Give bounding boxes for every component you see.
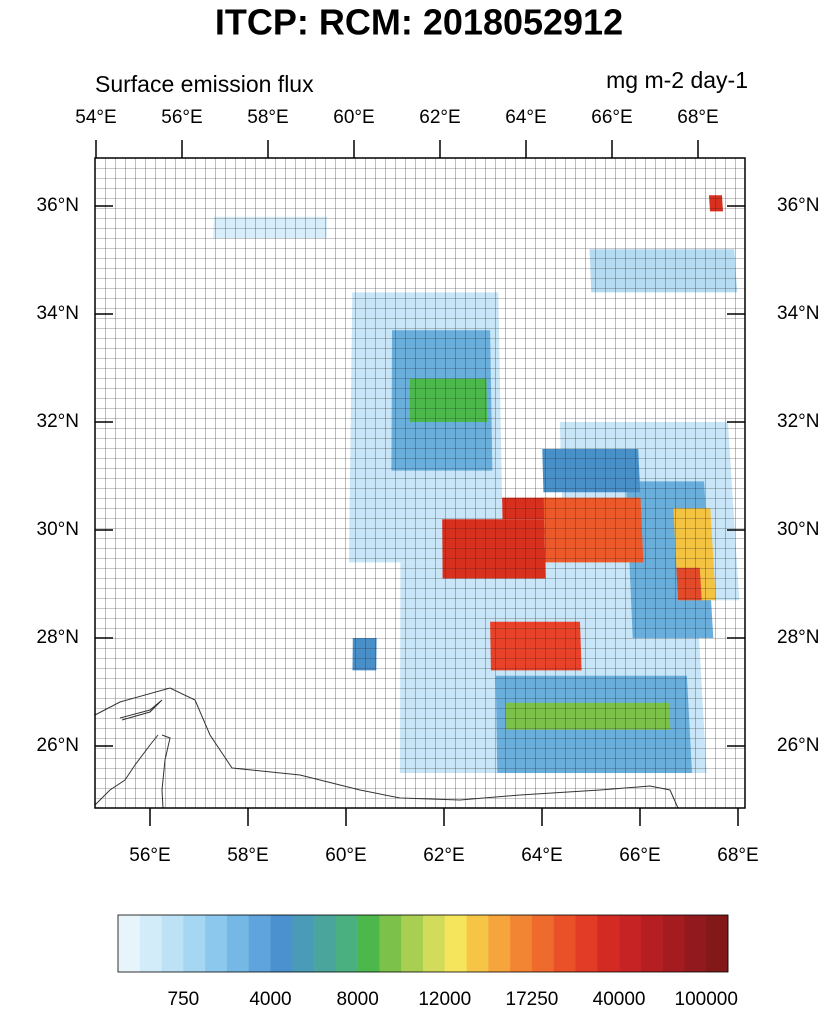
colorbar-box	[314, 915, 337, 972]
colorbar-box	[619, 915, 642, 972]
plot-frame	[94, 157, 746, 809]
coast-line	[119, 699, 163, 721]
colorbar-label: 40000	[593, 989, 646, 1010]
right-tick-label: 30°N	[777, 519, 819, 540]
top-tick-label: 56°E	[161, 107, 202, 128]
top-tick-label: 64°E	[505, 107, 546, 128]
colorbar-box	[139, 915, 162, 972]
colorbar-box	[531, 915, 555, 972]
colorbar-box	[161, 915, 184, 972]
subtitle-right: mg m-2 day-1	[606, 67, 748, 93]
colorbar: 750 4000 8000 12000 17250 40000 100000	[117, 914, 738, 1010]
colorbar-label: 12000	[418, 989, 471, 1010]
top-tick-label: 58°E	[247, 107, 288, 128]
bottom-tick-label: 60°E	[325, 845, 366, 866]
coast-line	[161, 734, 171, 808]
right-tick-label: 28°N	[777, 627, 819, 648]
colorbar-box	[118, 915, 141, 972]
coast-line	[95, 734, 159, 806]
colorbar-box	[444, 915, 467, 972]
colorbar-label: 100000	[675, 989, 738, 1010]
title: ITCP: RCM: 2018052912	[215, 2, 623, 43]
left-tick-label: 30°N	[37, 519, 79, 540]
left-tick-label: 34°N	[37, 303, 79, 324]
axis-ticks: 54°E 56°E 58°E 60°E 62°E 64°E 66°E 68°E 56°E 58°E…	[37, 107, 820, 866]
bottom-tick-label: 68°E	[717, 845, 758, 866]
colorbar-box	[488, 915, 511, 972]
bottom-tick-label: 64°E	[521, 845, 562, 866]
colorbar-box	[357, 915, 380, 972]
colorbar-label: 750	[168, 989, 200, 1010]
bottom-tick-label: 66°E	[619, 845, 660, 866]
colorbar-box	[270, 915, 293, 972]
colorbar-box	[248, 915, 271, 972]
bottom-tick-label: 56°E	[129, 845, 170, 866]
colorbar-box	[401, 915, 424, 972]
right-tick-label: 26°N	[777, 735, 819, 756]
coastline	[95, 687, 679, 808]
right-tick-label: 34°N	[777, 303, 819, 324]
subtitle-left: Surface emission flux	[95, 71, 314, 97]
left-tick-label: 28°N	[37, 627, 79, 648]
colorbar-label: 8000	[337, 989, 379, 1010]
colorbar-box	[466, 915, 489, 972]
bottom-tick-label: 58°E	[227, 845, 268, 866]
top-tick-label: 66°E	[591, 107, 632, 128]
colorbar-box	[640, 915, 663, 972]
top-tick-label: 62°E	[419, 107, 460, 128]
top-tick-label: 60°E	[333, 107, 374, 128]
colorbar-box	[335, 915, 358, 972]
right-tick-label: 32°N	[777, 411, 819, 432]
left-tick-label: 26°N	[37, 735, 79, 756]
colorbar-frame	[117, 914, 729, 973]
right-tick-label: 36°N	[777, 195, 819, 216]
colorbar-label: 4000	[249, 989, 291, 1010]
top-tick-label: 54°E	[75, 107, 116, 128]
colorbar-box	[292, 915, 315, 972]
colorbar-box	[684, 915, 707, 972]
colorbar-box	[597, 915, 620, 972]
top-tick-label: 68°E	[677, 107, 718, 128]
colorbar-box	[226, 915, 250, 972]
left-tick-label: 36°N	[37, 195, 79, 216]
colorbar-box	[662, 915, 685, 972]
model-grid	[95, 158, 745, 808]
colorbar-box	[423, 915, 446, 972]
bottom-tick-label: 62°E	[423, 845, 464, 866]
colorbar-box	[706, 915, 729, 972]
colorbar-box	[575, 915, 598, 972]
colorbar-box	[553, 915, 576, 972]
colorbar-box	[379, 915, 402, 972]
coast-line	[95, 687, 679, 808]
colorbar-box	[510, 915, 533, 972]
colorbar-box	[205, 915, 228, 972]
left-tick-label: 32°N	[37, 411, 79, 432]
colorbar-box	[183, 915, 206, 972]
colorbar-label: 17250	[506, 989, 559, 1010]
